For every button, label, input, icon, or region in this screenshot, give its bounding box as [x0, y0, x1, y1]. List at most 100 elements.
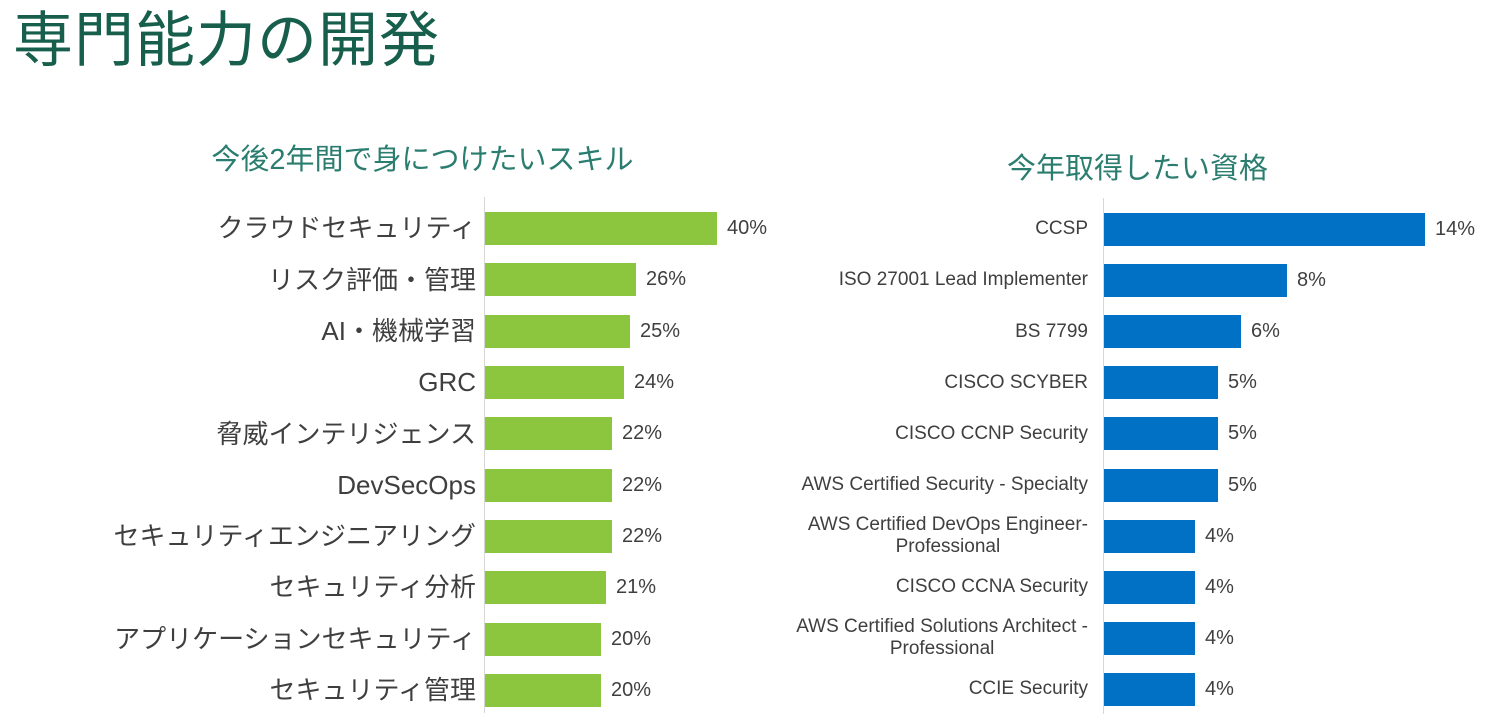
bar-track: 40% [484, 212, 785, 246]
chart-row: CCIE Security 4% [790, 664, 1485, 715]
category-cell: アプリケーションセキュリティ [60, 624, 476, 655]
bar [484, 314, 630, 348]
bar-track: 8% [1103, 264, 1485, 298]
category-label: セキュリティ分析 [269, 572, 476, 603]
category-label: ISO 27001 Lead Implementer [838, 269, 1088, 291]
bar-track: 21% [484, 571, 785, 605]
chart-row: AWS Certified DevOps Engineer- Professio… [790, 511, 1485, 562]
value-label: 40% [727, 217, 768, 240]
value-label: 24% [634, 371, 675, 394]
bar [1103, 213, 1425, 247]
skills-chart-plot: クラウドセキュリティ 40% リスク評価・管理 26% AI・機械学習 2 [60, 197, 785, 716]
bar-track: 22% [484, 519, 785, 553]
bar [484, 622, 601, 656]
bar-track: 20% [484, 673, 785, 707]
bar [1103, 621, 1195, 655]
category-cell: クラウドセキュリティ [60, 213, 476, 244]
bar-track: 5% [1103, 417, 1485, 451]
value-label: 8% [1297, 269, 1326, 292]
chart-row: セキュリティ分析 21% [60, 562, 785, 613]
bar [484, 212, 717, 246]
category-cell: ISO 27001 Lead Implementer [790, 269, 1088, 291]
value-label: 20% [611, 678, 652, 701]
category-label: リスク評価・管理 [267, 264, 476, 295]
skills-chart-axis-line [484, 197, 485, 713]
bar [1103, 366, 1218, 400]
bar-track: 6% [1103, 315, 1485, 349]
category-label: クラウドセキュリティ [217, 213, 476, 244]
value-label: 4% [1205, 524, 1234, 547]
skills-chart-title: 今後2年間で身につけたいスキル [211, 144, 634, 176]
chart-row: AI・機械学習 25% [60, 306, 785, 357]
chart-row: AWS Certified Security - Specialty 5% [790, 459, 1485, 510]
bar-track: 22% [484, 417, 785, 451]
certifications-chart-title: 今年取得したい資格 [1006, 153, 1268, 185]
chart-row: セキュリティエンジニアリング 22% [60, 511, 785, 562]
bar [1103, 519, 1195, 553]
bar [1103, 570, 1195, 604]
category-label: AWS Certified Security - Specialty [801, 473, 1089, 495]
chart-row: CISCO CCNP Security 5% [790, 408, 1485, 459]
category-label: AI・機械学習 [321, 315, 476, 346]
category-label: アプリケーションセキュリティ [114, 623, 476, 654]
category-cell: CISCO CCNP Security [790, 423, 1088, 445]
category-label: 脅威インテリジェンス [216, 418, 476, 449]
value-label: 5% [1228, 473, 1257, 496]
value-label: 21% [616, 576, 657, 599]
value-label: 22% [622, 422, 663, 445]
value-label: 4% [1205, 626, 1234, 649]
category-cell: 脅威インテリジェンス [60, 419, 476, 450]
bar-track: 26% [484, 263, 785, 297]
bar [484, 417, 612, 451]
bar [1103, 468, 1218, 502]
bar [484, 468, 612, 502]
category-cell: AWS Certified Security - Specialty [790, 473, 1089, 496]
certifications-chart-axis-line [1103, 198, 1104, 714]
category-cell: セキュリティエンジニアリング [60, 521, 476, 552]
category-cell: AWS Certified Solutions Architect - Prof… [790, 616, 1088, 661]
category-cell: リスク評価・管理 [60, 265, 476, 296]
category-label: AWS Certified DevOps Engineer- Professio… [807, 513, 1088, 558]
bar [1103, 672, 1195, 706]
category-cell: セキュリティ分析 [60, 572, 476, 603]
chart-row: ISO 27001 Lead Implementer 8% [790, 255, 1485, 306]
certifications-chart-plot: CCSP 14% ISO 27001 Lead Implementer 8% B… [790, 198, 1485, 715]
category-cell: CISCO CCNA Security [790, 576, 1088, 598]
category-label: セキュリティ管理 [269, 674, 476, 705]
bar [484, 571, 606, 605]
category-label: CISCO CCNP Security [895, 422, 1088, 444]
category-label: DevSecOps [337, 469, 476, 500]
chart-row: CISCO SCYBER 5% [790, 357, 1485, 408]
bar-track: 5% [1103, 366, 1485, 400]
bar-track: 4% [1103, 519, 1485, 553]
chart-row: BS 7799 6% [790, 306, 1485, 357]
category-cell: GRC [60, 367, 476, 398]
page-title: 専門能力の開発 [13, 7, 440, 74]
chart-row: GRC 24% [60, 357, 785, 408]
chart-row: リスク評価・管理 26% [60, 254, 785, 305]
bar-track: 25% [484, 314, 785, 348]
category-cell: セキュリティ管理 [60, 675, 476, 706]
value-label: 20% [611, 627, 652, 650]
bar-track: 22% [484, 468, 785, 502]
chart-row: CISCO CCNA Security 4% [790, 562, 1485, 613]
chart-row: アプリケーションセキュリティ 20% [60, 613, 785, 664]
bar [1103, 417, 1218, 451]
category-cell: AWS Certified DevOps Engineer- Professio… [790, 514, 1088, 559]
category-label: CISCO SCYBER [944, 371, 1088, 393]
bar-track: 4% [1103, 570, 1485, 604]
bar-track: 4% [1103, 621, 1485, 655]
value-label: 4% [1205, 575, 1234, 598]
value-label: 26% [646, 268, 687, 291]
category-label: セキュリティエンジニアリング [113, 521, 476, 552]
bar-track: 20% [484, 622, 785, 656]
value-label: 5% [1228, 371, 1257, 394]
bar [1103, 315, 1241, 349]
value-label: 5% [1228, 422, 1257, 445]
category-cell: CISCO SCYBER [790, 372, 1088, 394]
category-cell: AI・機械学習 [60, 316, 476, 347]
category-label: CCSP [1035, 218, 1088, 240]
bar [484, 519, 612, 553]
bar-track: 14% [1103, 213, 1485, 247]
chart-row: CCSP 14% [790, 204, 1485, 255]
